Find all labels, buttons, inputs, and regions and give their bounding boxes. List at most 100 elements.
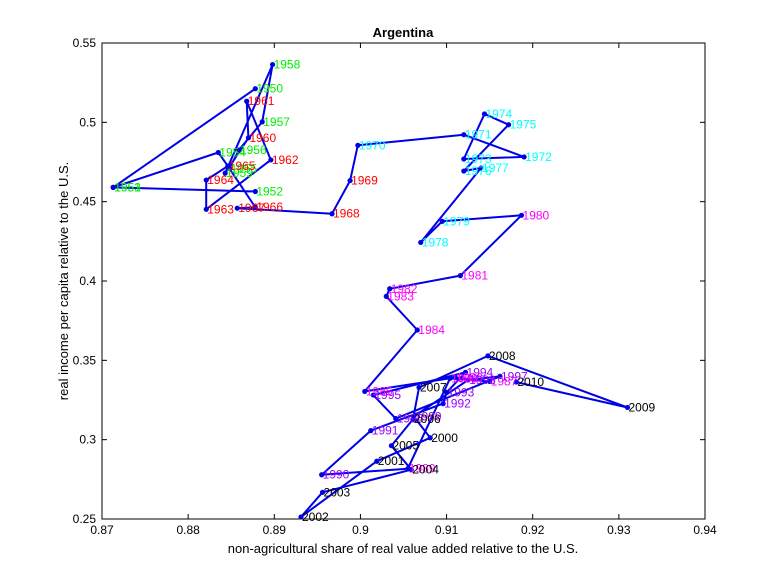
data-point (427, 435, 433, 441)
year-label: 1983 (387, 289, 414, 303)
data-point (513, 379, 519, 385)
x-tick-label: 0.87 (90, 523, 114, 537)
data-point (298, 514, 304, 520)
data-point (368, 428, 374, 434)
data-point (244, 98, 250, 104)
data-point (355, 142, 361, 148)
data-point (347, 177, 353, 184)
y-tick-label: 0.4 (79, 274, 96, 288)
year-label: 2007 (420, 380, 447, 394)
year-label: 1990 (323, 468, 350, 482)
data-point (461, 132, 467, 138)
year-label: 1987 (491, 374, 518, 388)
data-point (387, 286, 393, 292)
x-tick-label: 0.93 (607, 523, 631, 537)
year-label: 1992 (444, 397, 471, 411)
data-point (374, 458, 380, 464)
data-point (370, 392, 376, 398)
data-point (414, 327, 420, 333)
data-point (443, 389, 450, 395)
data-point (410, 416, 416, 422)
x-tick-label: 0.89 (263, 523, 287, 537)
y-tick-label: 0.35 (73, 353, 97, 367)
year-label: 1967 (238, 201, 265, 215)
data-point (252, 204, 258, 210)
data-point (408, 467, 414, 473)
data-point (222, 170, 228, 176)
x-tick-label: 0.91 (435, 523, 459, 537)
data-point (252, 86, 258, 92)
x-tick-label: 0.88 (176, 523, 200, 537)
year-label: 1964 (207, 173, 234, 187)
year-label: 1995 (374, 388, 401, 402)
year-label: 1979 (443, 214, 470, 228)
data-point (215, 149, 221, 156)
year-label: 1982 (391, 282, 418, 296)
year-label: 1993 (448, 385, 475, 399)
year-label: 1968 (333, 207, 360, 221)
year-label: 1978 (422, 235, 449, 249)
year-label: 1955 (230, 161, 257, 175)
year-label: 1953 (114, 180, 141, 194)
year-label: 1959 (226, 166, 253, 180)
y-axis-label: real income per capita relative to the U… (56, 162, 71, 400)
year-label: 2009 (628, 400, 655, 414)
plot-area (101, 42, 706, 520)
data-point (234, 205, 240, 211)
year-label: 2008 (489, 349, 516, 363)
year-label: 1985 (366, 384, 393, 398)
data-point (452, 374, 458, 381)
year-label: 1971 (465, 128, 492, 142)
year-label: 2010 (517, 375, 544, 389)
y-tick-label: 0.5 (79, 115, 96, 129)
year-label: 2004 (412, 463, 439, 477)
year-label: 1956 (240, 143, 267, 157)
data-point (203, 206, 209, 212)
year-label: 1957 (263, 115, 290, 129)
data-point (521, 154, 527, 160)
data-point (457, 273, 463, 279)
data-point (252, 188, 258, 195)
year-label: 1958 (274, 58, 301, 72)
year-label: 1974 (485, 107, 512, 121)
x-tick-label: 0.92 (521, 523, 545, 537)
data-point (203, 177, 209, 183)
year-label: 1999 (415, 410, 442, 424)
year-label: 1986 (456, 370, 483, 384)
year-label: 2001 (378, 454, 405, 468)
data-point (393, 415, 399, 422)
data-point (461, 156, 467, 162)
data-point (416, 384, 422, 391)
data-point (362, 388, 368, 395)
year-label: 1969 (351, 174, 378, 188)
year-label: 2003 (324, 485, 351, 499)
year-label: 1991 (372, 424, 399, 438)
data-point (383, 293, 389, 299)
y-tick-label: 0.45 (73, 195, 97, 209)
year-label: 1977 (482, 161, 509, 175)
year-label: 1963 (207, 202, 234, 216)
year-label: 1989 (409, 462, 436, 476)
year-label: 1954 (219, 145, 246, 159)
data-point (447, 375, 453, 382)
data-point (478, 165, 484, 171)
year-label: 1973 (465, 152, 492, 166)
year-label: 1960 (249, 131, 276, 145)
data-point (465, 377, 471, 383)
data-point (624, 404, 631, 411)
x-axis-label: non-agricultural share of real value add… (228, 541, 578, 556)
year-label: 2006 (414, 412, 441, 426)
data-point (418, 239, 424, 246)
data-point (487, 378, 493, 385)
year-label: 1962 (272, 153, 299, 167)
year-label: 1980 (523, 208, 550, 222)
year-label: 2002 (302, 510, 329, 524)
chart-title: Argentina (373, 25, 434, 40)
year-label: 1981 (461, 269, 488, 283)
data-point (259, 119, 265, 125)
year-label: 1970 (359, 138, 386, 152)
year-label: 1950 (256, 82, 283, 96)
data-point (497, 373, 503, 379)
data-point (245, 135, 252, 141)
